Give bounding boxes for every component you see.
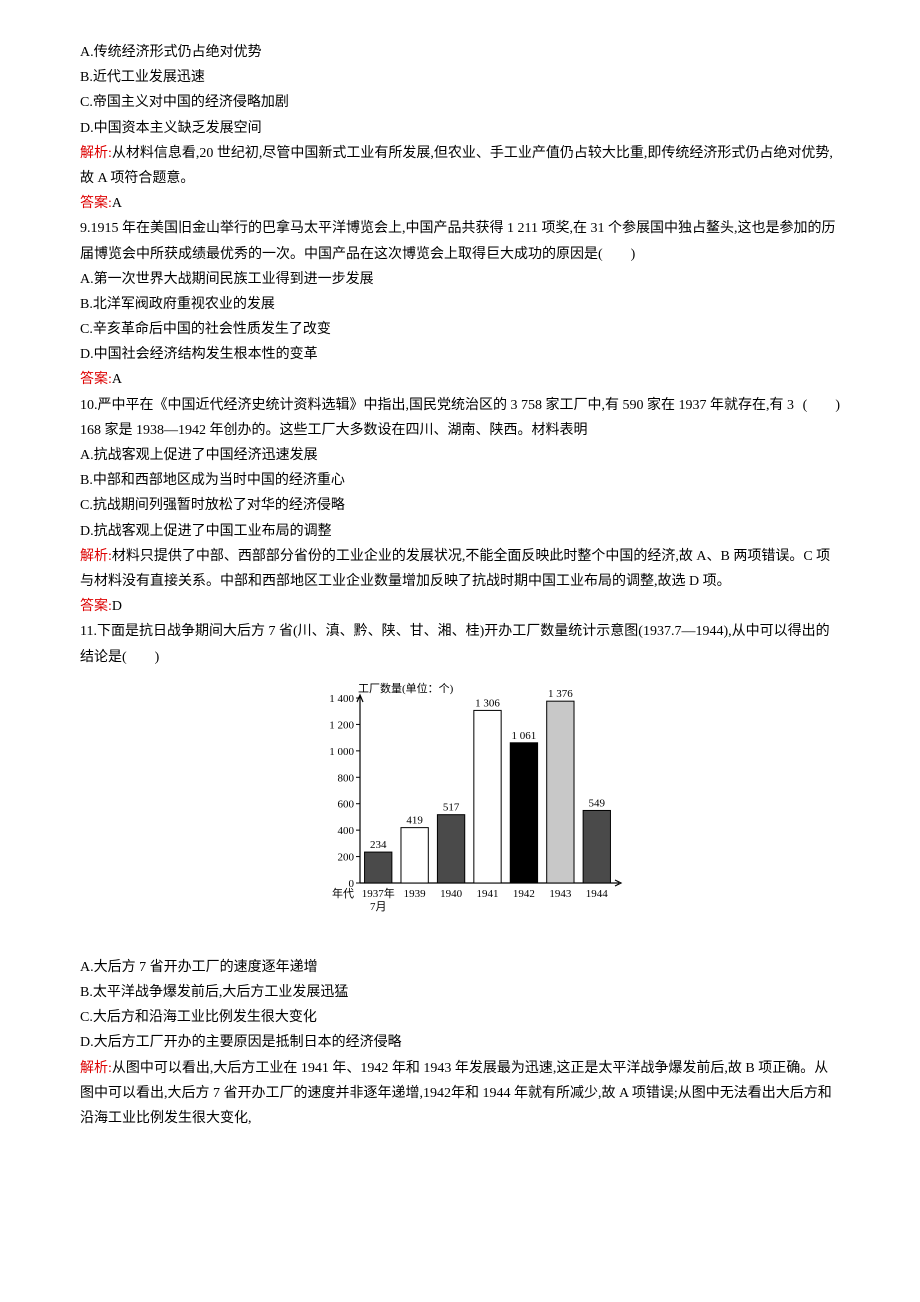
q11-stem: 11.下面是抗日战争期间大后方 7 省(川、滇、黔、陕、甘、湘、桂)开办工厂数量… bbox=[80, 619, 840, 669]
q9-option-d: D.中国社会经济结构发生根本性的变革 bbox=[80, 342, 840, 367]
answer-label: 答案: bbox=[80, 599, 112, 614]
q11-analysis: 解析:从图中可以看出,大后方工业在 1941 年、1942 年和 1943 年发… bbox=[80, 1056, 840, 1132]
answer-label: 答案: bbox=[80, 196, 112, 211]
q11-option-c: C.大后方和沿海工业比例发生很大变化 bbox=[80, 1005, 840, 1030]
svg-text:1940: 1940 bbox=[440, 888, 463, 900]
analysis-label: 解析: bbox=[80, 549, 112, 564]
q8-answer: 答案:A bbox=[80, 191, 840, 216]
svg-text:1 306: 1 306 bbox=[475, 697, 500, 709]
analysis-text: 从图中可以看出,大后方工业在 1941 年、1942 年和 1943 年发展最为… bbox=[80, 1061, 832, 1126]
q10-analysis: 解析:材料只提供了中部、西部部分省份的工业企业的发展状况,不能全面反映此时整个中… bbox=[80, 544, 840, 594]
svg-text:517: 517 bbox=[443, 801, 460, 813]
analysis-label: 解析: bbox=[80, 1061, 112, 1076]
svg-text:1937年: 1937年 bbox=[362, 886, 395, 900]
bar-chart-svg: 工厂数量(单位：个)02004006008001 0001 2001 40023… bbox=[295, 678, 625, 938]
answer-label: 答案: bbox=[80, 372, 112, 387]
analysis-text: 材料只提供了中部、西部部分省份的工业企业的发展状况,不能全面反映此时整个中国的经… bbox=[80, 549, 830, 589]
svg-text:1942: 1942 bbox=[513, 888, 535, 900]
q10-option-c: C.抗战期间列强暂时放松了对华的经济侵略 bbox=[80, 493, 840, 518]
q11-option-a: A.大后方 7 省开办工厂的速度逐年递增 bbox=[80, 955, 840, 980]
analysis-label: 解析: bbox=[80, 146, 112, 161]
q9-option-c: C.辛亥革命后中国的社会性质发生了改变 bbox=[80, 317, 840, 342]
q10-stem-text: 10.严中平在《中国近代经济史统计资料选辑》中指出,国民党统治区的 3 758 … bbox=[80, 393, 803, 443]
svg-text:1 061: 1 061 bbox=[512, 729, 537, 741]
q11-option-b: B.太平洋战争爆发前后,大后方工业发展迅猛 bbox=[80, 980, 840, 1005]
svg-text:年代: 年代 bbox=[332, 886, 354, 900]
svg-text:1 200: 1 200 bbox=[329, 719, 354, 731]
svg-text:7月: 7月 bbox=[370, 901, 387, 913]
svg-text:600: 600 bbox=[338, 798, 355, 810]
answer-text: A bbox=[112, 372, 122, 387]
svg-text:1 376: 1 376 bbox=[548, 688, 573, 700]
q10-answer: 答案:D bbox=[80, 594, 840, 619]
svg-text:400: 400 bbox=[338, 825, 355, 837]
svg-text:1941: 1941 bbox=[477, 888, 499, 900]
q10-stem: 10.严中平在《中国近代经济史统计资料选辑》中指出,国民党统治区的 3 758 … bbox=[80, 393, 840, 443]
q10-option-d: D.抗战客观上促进了中国工业布局的调整 bbox=[80, 519, 840, 544]
answer-text: A bbox=[112, 196, 122, 211]
q10-option-b: B.中部和西部地区成为当时中国的经济重心 bbox=[80, 468, 840, 493]
svg-text:工厂数量(单位：个): 工厂数量(单位：个) bbox=[358, 681, 454, 695]
q8-analysis: 解析:从材料信息看,20 世纪初,尽管中国新式工业有所发展,但农业、手工业产值仍… bbox=[80, 141, 840, 191]
answer-text: D bbox=[112, 599, 122, 614]
q9-option-b: B.北洋军阀政府重视农业的发展 bbox=[80, 292, 840, 317]
q10-option-a: A.抗战客观上促进了中国经济迅速发展 bbox=[80, 443, 840, 468]
q8-option-a: A.传统经济形式仍占绝对优势 bbox=[80, 40, 840, 65]
svg-text:800: 800 bbox=[338, 772, 355, 784]
svg-text:200: 200 bbox=[338, 851, 355, 863]
svg-text:1 000: 1 000 bbox=[329, 746, 354, 758]
svg-text:1939: 1939 bbox=[404, 888, 427, 900]
svg-text:1944: 1944 bbox=[586, 888, 609, 900]
q8-option-b: B.近代工业发展迅速 bbox=[80, 65, 840, 90]
q8-option-d: D.中国资本主义缺乏发展空间 bbox=[80, 116, 840, 141]
svg-text:1 400: 1 400 bbox=[329, 693, 354, 705]
q9-option-a: A.第一次世界大战期间民族工业得到进一步发展 bbox=[80, 267, 840, 292]
q10-stem-blank: ( ) bbox=[803, 393, 840, 443]
analysis-text: 从材料信息看,20 世纪初,尽管中国新式工业有所发展,但农业、手工业产值仍占较大… bbox=[80, 146, 833, 186]
q9-answer: 答案:A bbox=[80, 367, 840, 392]
svg-text:549: 549 bbox=[589, 797, 606, 809]
q11-chart: 工厂数量(单位：个)02004006008001 0001 2001 40023… bbox=[80, 678, 840, 947]
q11-option-d: D.大后方工厂开办的主要原因是抵制日本的经济侵略 bbox=[80, 1030, 840, 1055]
svg-text:234: 234 bbox=[370, 839, 387, 851]
svg-text:419: 419 bbox=[406, 814, 423, 826]
svg-text:1943: 1943 bbox=[549, 888, 572, 900]
q8-option-c: C.帝国主义对中国的经济侵略加剧 bbox=[80, 90, 840, 115]
q9-stem: 9.1915 年在美国旧金山举行的巴拿马太平洋博览会上,中国产品共获得 1 21… bbox=[80, 216, 840, 266]
